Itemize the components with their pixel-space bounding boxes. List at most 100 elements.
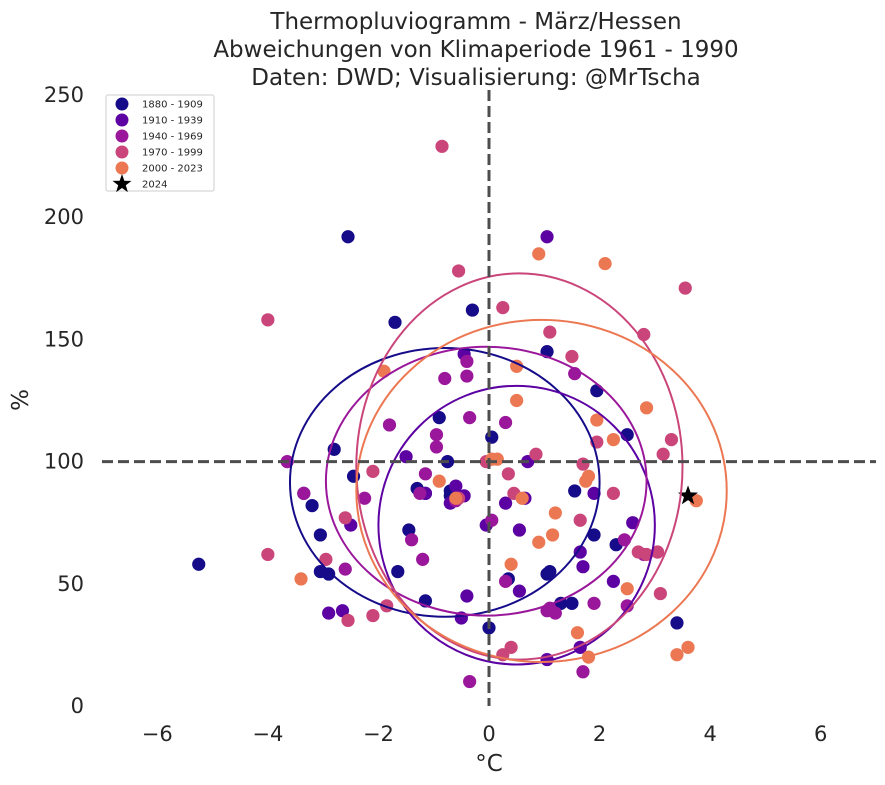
- data-point: [388, 315, 402, 329]
- data-point: [485, 513, 499, 527]
- data-point: [501, 467, 515, 481]
- chart-title-line-2: Abweichungen von Klimaperiode 1961 - 199…: [213, 37, 738, 63]
- y-tick-label: 200: [44, 205, 84, 229]
- chart-title-line-3: Daten: DWD; Visualisierung: @MrTscha: [251, 65, 701, 91]
- data-point: [626, 516, 640, 530]
- x-tick-label: −6: [142, 722, 173, 746]
- data-point: [432, 411, 446, 425]
- legend-label: 1940 - 1969: [142, 132, 203, 143]
- data-point: [449, 479, 463, 493]
- ellipse-1970-1999: [355, 272, 684, 661]
- data-point: [545, 528, 560, 542]
- ellipse-1880-1909: [288, 346, 601, 618]
- y-tick-label: 150: [44, 327, 84, 351]
- data-point-star-2024: [678, 485, 699, 505]
- data-point: [656, 447, 670, 461]
- data-point: [451, 264, 466, 278]
- data-point: [498, 574, 513, 588]
- series-1970-1999: [261, 139, 692, 662]
- legend-marker: [115, 113, 129, 127]
- data-point: [399, 450, 413, 464]
- x-tick-label: 6: [814, 722, 827, 746]
- data-point: [463, 411, 477, 425]
- legend-marker-star: [112, 174, 132, 193]
- data-point: [338, 562, 352, 576]
- data-point: [341, 613, 355, 628]
- data-point: [664, 433, 679, 447]
- data-point: [322, 606, 336, 620]
- data-point: [405, 533, 419, 547]
- ellipse-2000-2023: [355, 318, 728, 664]
- legend-label: 2024: [142, 180, 167, 191]
- data-point: [510, 359, 524, 373]
- legend-label: 1880 - 1909: [142, 100, 203, 111]
- data-point: [460, 589, 474, 603]
- legend-marker: [115, 161, 129, 175]
- data-point: [460, 354, 474, 368]
- data-point: [639, 401, 654, 415]
- ellipse-1910-1939: [377, 384, 656, 666]
- data-point: [565, 596, 579, 610]
- legend-frame: [105, 94, 215, 192]
- data-point: [416, 552, 430, 566]
- data-point: [432, 474, 446, 488]
- data-point: [573, 545, 587, 559]
- data-point: [573, 513, 587, 527]
- data-point: [617, 533, 632, 547]
- legend-label: 1910 - 1939: [142, 116, 203, 127]
- data-point: [192, 557, 206, 571]
- data-point: [576, 665, 590, 679]
- data-point: [590, 413, 604, 427]
- data-point: [496, 301, 510, 315]
- data-point: [554, 596, 568, 610]
- y-axis-label: %: [8, 389, 34, 411]
- x-tick-label: −4: [252, 722, 283, 746]
- data-point: [366, 464, 380, 478]
- data-point: [485, 430, 499, 444]
- data-point: [606, 574, 620, 588]
- x-tick-label: −2: [363, 722, 394, 746]
- reference-lines: [102, 90, 876, 706]
- x-tick-label: 2: [593, 722, 606, 746]
- legend-marker: [115, 145, 129, 159]
- y-tick-label: 0: [71, 694, 84, 718]
- data-point: [297, 486, 311, 500]
- x-axis-label: °C: [475, 751, 503, 777]
- data-point: [319, 552, 333, 566]
- data-point: [587, 528, 601, 542]
- data-point: [587, 596, 601, 610]
- data-point: [606, 486, 620, 500]
- data-point: [460, 369, 474, 383]
- data-point: [305, 498, 319, 513]
- data-point: [543, 325, 557, 339]
- data-point: [598, 257, 612, 271]
- data-point: [512, 523, 527, 537]
- data-point: [565, 349, 579, 364]
- data-point: [429, 440, 444, 454]
- y-tick-label: 100: [44, 450, 84, 474]
- x-tick-label: 4: [703, 722, 716, 746]
- data-point: [413, 486, 427, 500]
- data-point: [532, 535, 546, 549]
- data-point: [341, 230, 355, 244]
- data-point: [366, 608, 380, 623]
- chart-title-line-1: Thermopluviogramm - März/Hessen: [269, 9, 681, 35]
- data-point: [670, 648, 684, 662]
- data-point: [576, 560, 590, 574]
- data-point: [382, 418, 397, 432]
- y-tick-label: 250: [44, 83, 84, 107]
- data-point: [261, 547, 275, 562]
- data-point: [515, 491, 529, 505]
- data-point: [670, 616, 684, 630]
- data-point: [435, 139, 449, 153]
- data-point: [498, 496, 513, 510]
- legend-marker: [115, 129, 129, 143]
- y-tick-label: 50: [57, 572, 84, 596]
- data-point: [418, 467, 433, 481]
- data-point: [579, 474, 593, 488]
- legend-label: 2000 - 2023: [142, 164, 203, 175]
- data-point: [261, 313, 275, 327]
- data-point: [543, 564, 557, 579]
- ellipse-1940-1969: [324, 345, 648, 617]
- data-point: [576, 457, 590, 471]
